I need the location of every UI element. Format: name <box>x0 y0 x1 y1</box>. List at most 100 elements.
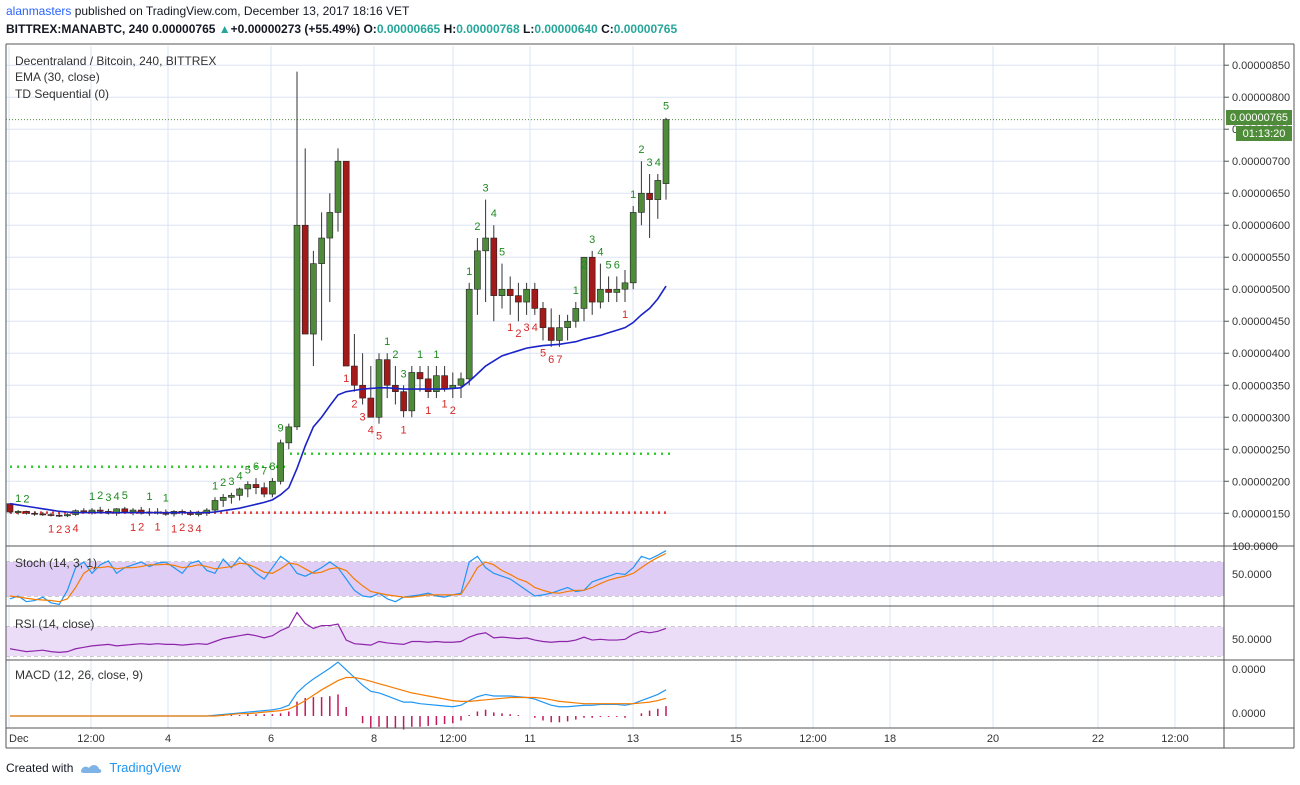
published-text: published on TradingView.com, December 1… <box>71 4 410 18</box>
time-tick-label: 15 <box>730 733 742 745</box>
candle-body <box>326 212 334 239</box>
td-buy-count: 1 <box>466 266 472 278</box>
td-sell-count: 1 <box>622 309 628 321</box>
td-buy-count: 1 <box>89 491 95 503</box>
last-price: 0.00000765 <box>152 22 216 36</box>
last-price-badge-text: 0.00000765 <box>1230 112 1288 124</box>
price-tick-label: 0.00000350 <box>1232 380 1290 392</box>
price-tick-label: 0.00000250 <box>1232 444 1290 456</box>
change-arrow-icon: ▲ <box>218 22 231 36</box>
td-sell-count: 7 <box>556 354 562 366</box>
td-sell-count: 3 <box>187 523 193 535</box>
close-label: C: <box>601 22 614 36</box>
candle-body <box>96 509 104 512</box>
td-sell-count: 4 <box>368 424 374 436</box>
candle-body <box>433 375 440 392</box>
td-sell-count: 3 <box>524 322 530 334</box>
td-sell-count: 1 <box>442 399 448 411</box>
candle-body <box>228 495 235 498</box>
candle-body <box>55 514 63 517</box>
td-sell-count: 2 <box>351 399 357 411</box>
stoch-tick-label: 50.0000 <box>1232 569 1272 581</box>
td-buy-count: 4 <box>114 491 120 503</box>
candle-body <box>629 212 637 284</box>
candle-body <box>334 160 342 213</box>
candle-body <box>580 256 588 309</box>
time-tick-label: 8 <box>371 733 377 745</box>
candle-body <box>662 119 670 184</box>
candle-body <box>572 308 580 322</box>
candle-body <box>195 512 202 515</box>
td-buy-count: 2 <box>220 477 226 489</box>
macd-signal-line <box>10 676 667 717</box>
td-buy-count: 4 <box>491 208 497 220</box>
price-tick-label: 0.00000800 <box>1232 92 1290 104</box>
candle-body <box>424 378 432 392</box>
td-sell-count: 2 <box>515 328 521 340</box>
td-buy-count: 4 <box>237 471 243 483</box>
td-sell-count: 6 <box>548 354 554 366</box>
time-tick-label: 20 <box>987 733 999 745</box>
price-tick-label: 0.00000500 <box>1232 284 1290 296</box>
candle-body <box>588 256 596 303</box>
publish-info: alanmasters published on TradingView.com… <box>6 4 409 18</box>
candles <box>6 71 670 518</box>
candle-body <box>252 484 260 488</box>
td-sell-count: 1 <box>48 523 54 535</box>
price-tick-label: 0.00000650 <box>1232 188 1290 200</box>
rsi-line <box>9 611 667 653</box>
candle-body <box>613 288 621 293</box>
rsi-legend: RSI (14, close) <box>15 617 94 631</box>
macd-tick-label: 0.0000 <box>1232 664 1266 676</box>
td-buy-count: 1 <box>573 285 579 297</box>
td-buy-count: 9 <box>278 423 284 435</box>
ema-line <box>9 285 667 514</box>
td-buy-count: 2 <box>392 349 398 361</box>
td-sell-count: 2 <box>56 524 62 536</box>
price-axis[interactable]: 0.00000150 0.00000200 0.00000250 0.00000300… <box>1224 60 1290 720</box>
price-tick-label: 0.00000850 <box>1232 60 1290 72</box>
candle-body <box>129 509 137 513</box>
candle-body <box>31 512 38 515</box>
low-label: L: <box>522 22 535 36</box>
candle-body <box>400 391 407 412</box>
td-buy-count: 3 <box>647 157 653 169</box>
td-sell-count: 1 <box>155 522 161 534</box>
tradingview-link[interactable]: TradingView <box>109 760 181 775</box>
stoch-tick-label: 100.0000 <box>1232 541 1278 553</box>
close-value: 0.00000765 <box>613 22 678 36</box>
td-sell-count: 4 <box>196 523 202 535</box>
time-tick-label: 18 <box>884 733 896 745</box>
price-tick-label: 0.00000450 <box>1232 316 1290 328</box>
countdown-badge <box>1236 126 1292 141</box>
td-sell-count: 5 <box>540 347 546 359</box>
macd-lines <box>10 661 667 730</box>
candle-body <box>441 375 448 389</box>
time-axis[interactable]: Dec 12:00 4 6 8 12:00 11 13 15 12:00 18 20 22 12:00 <box>9 733 1189 745</box>
td-sell-count: 4 <box>532 322 538 334</box>
candle-body <box>260 487 268 495</box>
low-value: 0.00000640 <box>534 22 598 36</box>
candle-body <box>515 295 522 303</box>
td-sell-count: 2 <box>179 522 185 534</box>
footer: Created with TradingView <box>6 760 181 775</box>
candle-body <box>482 237 489 252</box>
td-buy-count: 5 <box>122 490 128 502</box>
td-sell-count: 1 <box>343 373 349 385</box>
td-sell-count: 1 <box>171 523 177 535</box>
td-sell-count: 3 <box>64 524 70 536</box>
td-sell-count: 5 <box>376 431 382 443</box>
stoch-legend: Stoch (14, 3, 1) <box>15 556 97 570</box>
author-link[interactable]: alanmasters <box>6 4 72 18</box>
td-buy-count: 3 <box>228 476 234 488</box>
tradingview-logo-icon <box>81 764 102 773</box>
candle-body <box>47 514 55 516</box>
candle-body <box>547 327 555 341</box>
candle-body <box>638 192 645 213</box>
td-sell-count: 1 <box>130 522 136 534</box>
td-buy-count: 5 <box>499 247 505 259</box>
time-tick-label: 12:00 <box>77 733 105 745</box>
candle-body <box>23 511 30 514</box>
